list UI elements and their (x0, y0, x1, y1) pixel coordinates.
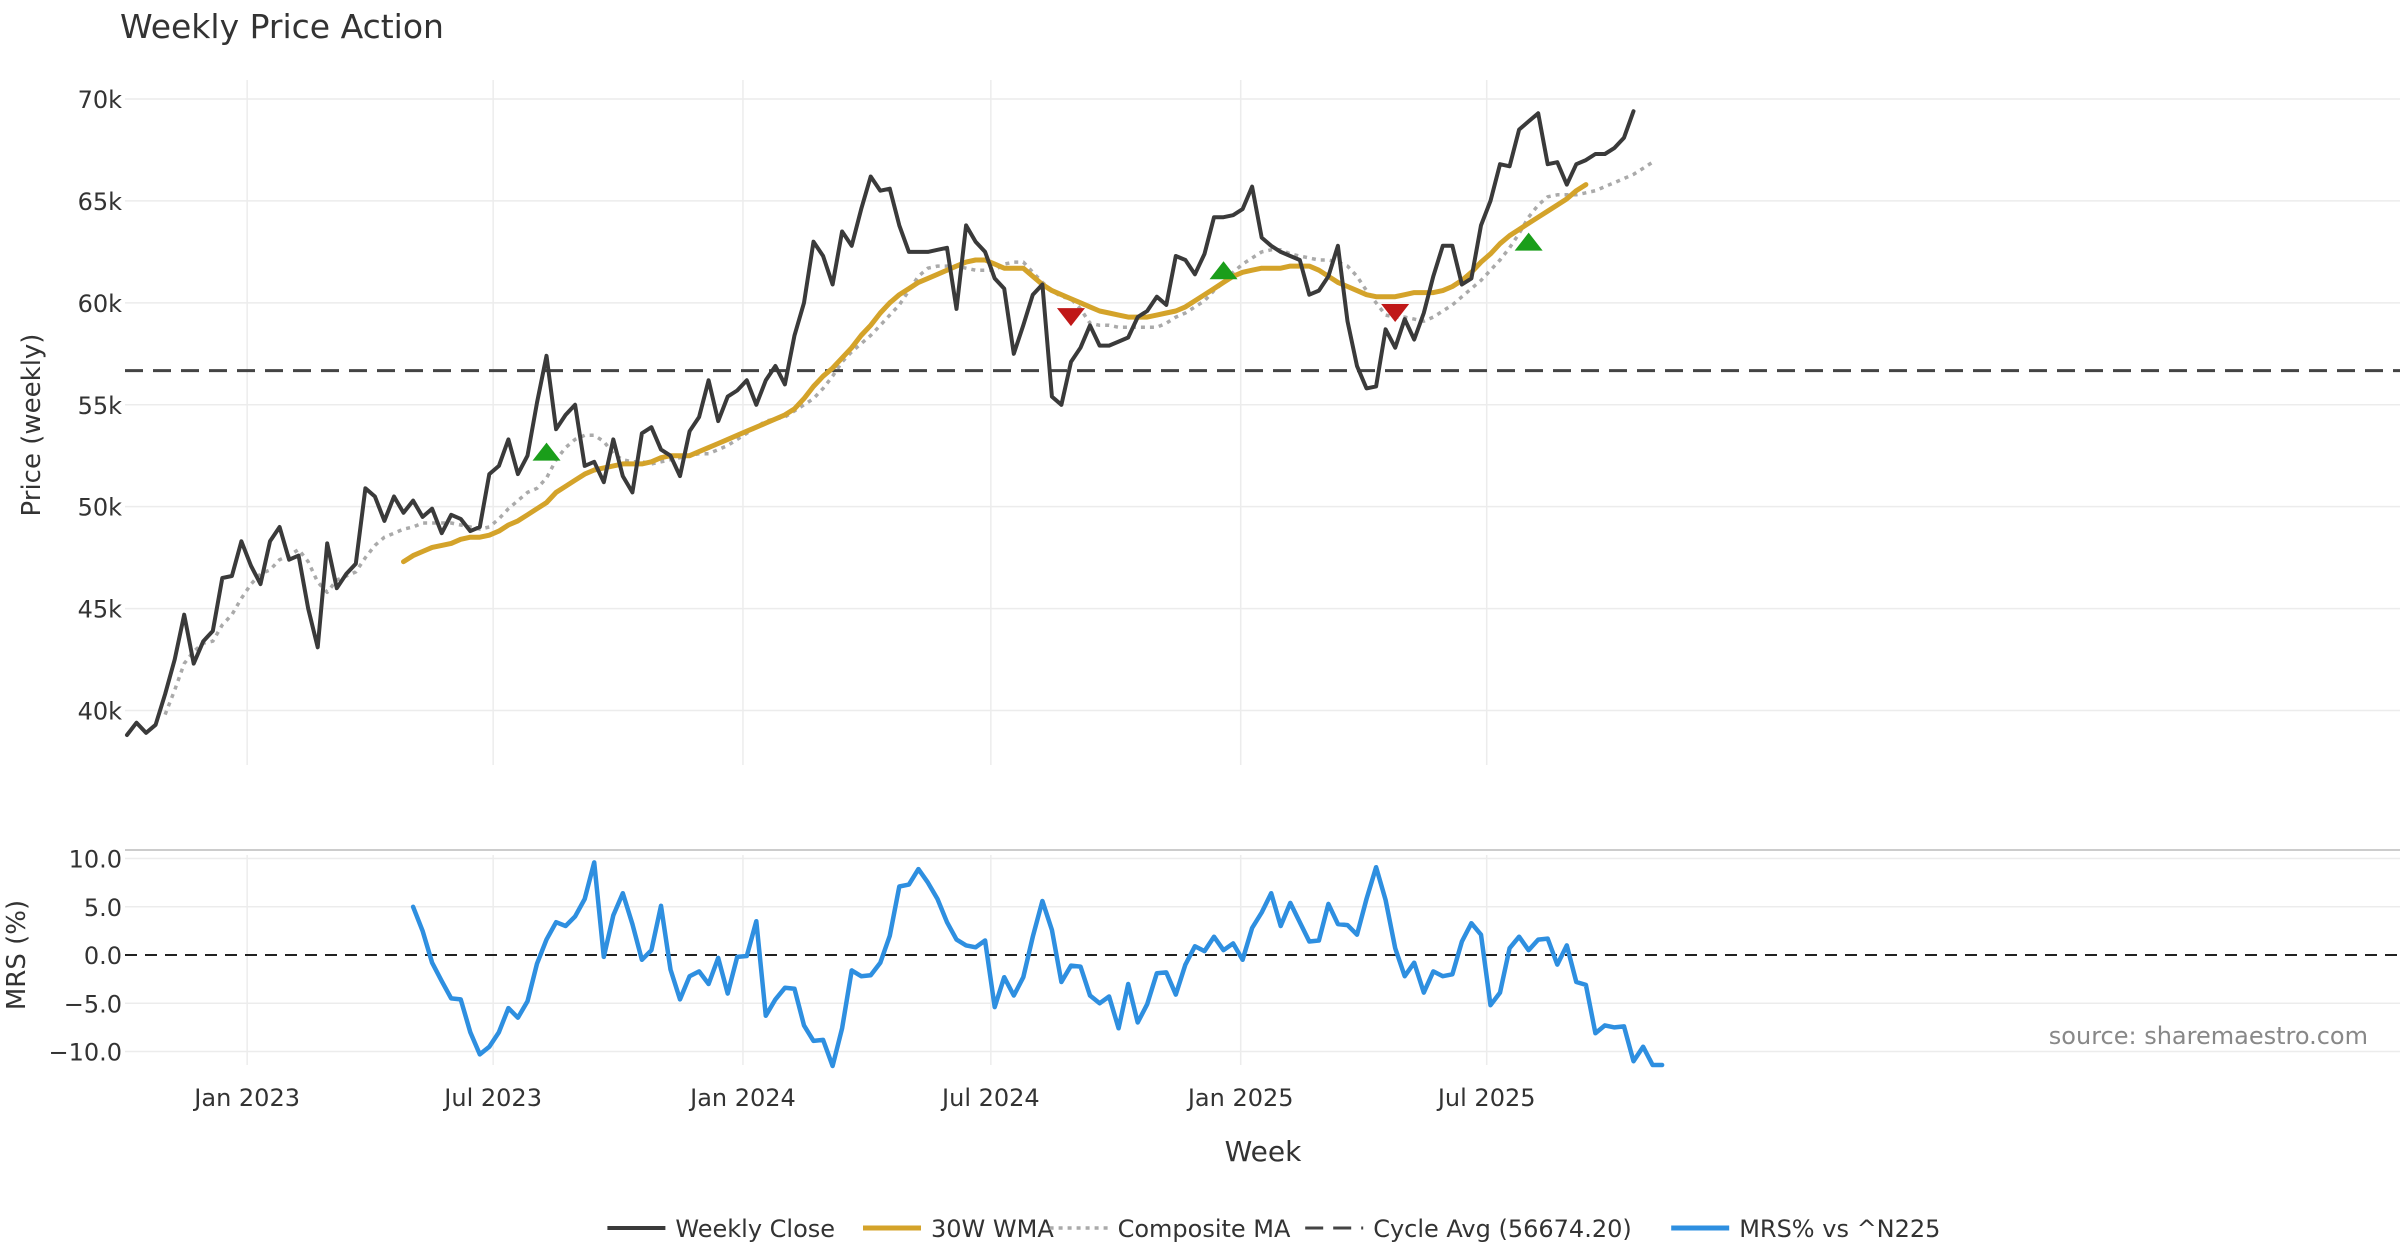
legend-item: Cycle Avg (56674.20) (1305, 1215, 1632, 1243)
x-tick-label: Jan 2025 (1186, 1084, 1294, 1112)
legend-label: 30W WMA (931, 1215, 1054, 1243)
x-axis: Jan 2023 Jul 2023 Jan 2024 Jul 2024 Jan 2025… (192, 1084, 1535, 1112)
price-y-axis: 40k 45k 50k 55k 60k 65k 70k (78, 86, 123, 726)
legend-label: Composite MA (1118, 1215, 1291, 1243)
sell-signal-marker (1381, 304, 1410, 323)
mrs-y-axis: −10.0 −5.0 0.0 5.0 10.0 (48, 846, 122, 1067)
x-tick-label: Jul 2024 (940, 1084, 1040, 1112)
price-y-tick-label: 50k (78, 494, 123, 522)
source-note: source: sharemaestro.com (2049, 1022, 2368, 1050)
mrs-y-axis-label: MRS (%) (2, 900, 32, 1010)
price-panel-grid (125, 80, 2400, 765)
mrs-y-tick-label: 10.0 (69, 846, 122, 874)
mrs-line (410, 860, 1665, 1069)
price-series-group (125, 109, 2400, 737)
buy-signal-marker (532, 442, 561, 461)
mrs-y-tick-label: 5.0 (84, 894, 122, 922)
price-y-tick-label: 60k (78, 290, 123, 318)
legend-item: Composite MA (1049, 1215, 1291, 1243)
x-tick-label: Jan 2024 (688, 1084, 796, 1112)
legend-label: Weekly Close (675, 1215, 835, 1243)
weekly-close-line (125, 109, 1636, 737)
sell-signal-marker (1056, 308, 1085, 327)
price-y-tick-label: 40k (78, 698, 123, 726)
legend-item: MRS% vs ^N225 (1671, 1215, 1940, 1243)
legend-label: Cycle Avg (56674.20) (1373, 1215, 1632, 1243)
price-y-axis-label: Price (weekly) (17, 334, 47, 517)
x-tick-label: Jan 2023 (192, 1084, 300, 1112)
price-y-tick-label: 55k (78, 392, 123, 420)
buy-signal-marker (1514, 232, 1543, 251)
x-tick-label: Jul 2025 (1436, 1084, 1536, 1112)
mrs-y-tick-label: 0.0 (84, 942, 122, 970)
buy-signal-marker (1209, 261, 1238, 280)
chart-title: Weekly Price Action (120, 7, 444, 46)
price-y-tick-label: 65k (78, 188, 123, 216)
legend-item: Weekly Close (607, 1215, 835, 1243)
signal-markers (532, 232, 1543, 461)
x-axis-label: Week (1225, 1135, 1302, 1168)
mrs-y-tick-label: −5.0 (64, 990, 122, 1018)
x-tick-label: Jul 2023 (442, 1084, 542, 1112)
price-y-tick-label: 45k (78, 596, 123, 624)
mrs-y-tick-label: −10.0 (48, 1039, 122, 1067)
mrs-series-group (125, 860, 2400, 1069)
wma-30w-line (401, 182, 1589, 565)
legend: Weekly Close 30W WMA Composite MA Cycle Avg… (607, 1215, 1940, 1243)
price-y-tick-label: 70k (78, 86, 123, 114)
legend-label: MRS% vs ^N225 (1739, 1215, 1940, 1243)
legend-item: 30W WMA (863, 1215, 1054, 1243)
